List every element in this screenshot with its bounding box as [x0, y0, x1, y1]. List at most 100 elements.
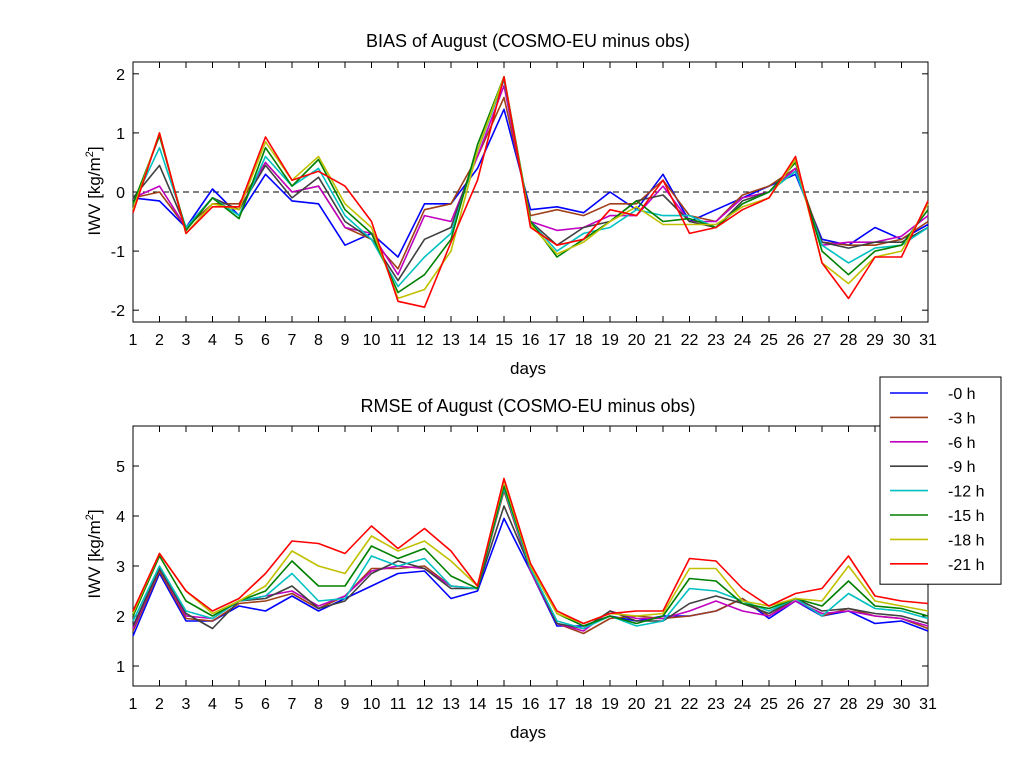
rmse-series-line	[132, 487, 929, 632]
bias-x-tick-label: 31	[919, 332, 937, 349]
bias-y-tick-label: -1	[111, 244, 125, 261]
rmse-x-tick-label: 11	[390, 696, 407, 713]
legend-entry-label: -18 h	[948, 532, 984, 549]
rmse-x-tick-label: 20	[628, 696, 646, 713]
bias-x-tick-label: 7	[288, 332, 297, 349]
bias-x-tick-label: 1	[129, 332, 138, 349]
rmse-x-axis-label: days	[510, 723, 546, 742]
bias-series-line	[132, 108, 929, 258]
bias-x-tick-label: 18	[575, 332, 593, 349]
bias-x-tick-label: 25	[760, 332, 778, 349]
legend-entry-label: -9 h	[948, 459, 976, 476]
bias-y-tick-label: 1	[116, 126, 125, 143]
bias-x-tick-label: 20	[628, 332, 646, 349]
bias-series-line	[132, 76, 929, 294]
rmse-x-tick-label: 25	[760, 696, 778, 713]
bias-series-line	[132, 78, 929, 282]
rmse-x-tick-label: 10	[363, 696, 381, 713]
svg-text:IWV [kg/m2]: IWV [kg/m2]	[84, 146, 104, 235]
bias-y-tick-label: -2	[111, 303, 125, 320]
rmse-x-tick-label: 17	[548, 696, 566, 713]
rmse-series-line	[132, 517, 929, 637]
rmse-x-tick-label: 31	[919, 696, 937, 713]
rmse-x-tick-label: 30	[893, 696, 911, 713]
legend-entry-label: -3 h	[948, 410, 976, 427]
bias-x-tick-label: 3	[182, 332, 191, 349]
legend-box	[879, 376, 1002, 585]
rmse-x-tick-label: 28	[840, 696, 858, 713]
bias-y-axis-label: IWV [kg/m2]	[84, 146, 104, 235]
rmse-x-tick-label: 15	[495, 696, 513, 713]
rmse-x-tick-label: 19	[601, 696, 619, 713]
bias-x-tick-label: 5	[235, 332, 244, 349]
rmse-x-tick-label: 7	[288, 696, 297, 713]
bias-x-tick-label: 28	[840, 332, 858, 349]
bias-x-tick-label: 24	[734, 332, 752, 349]
bias-x-tick-label: 6	[261, 332, 270, 349]
rmse-y-tick-label: 3	[116, 559, 125, 576]
rmse-x-tick-label: 1	[129, 696, 138, 713]
rmse-x-tick-label: 3	[182, 696, 191, 713]
bias-y-tick-label: 0	[116, 185, 125, 202]
bias-x-tick-label: 29	[866, 332, 884, 349]
bias-x-tick-label: 13	[442, 332, 460, 349]
bias-x-tick-label: 23	[707, 332, 725, 349]
rmse-x-tick-label: 24	[734, 696, 752, 713]
bias-x-tick-label: 14	[469, 332, 487, 349]
rmse-y-tick-label: 2	[116, 609, 125, 626]
bias-x-tick-label: 30	[893, 332, 911, 349]
rmse-x-tick-label: 22	[681, 696, 699, 713]
legend: -0 h -3 h -6 h -9 h -12 h -15 h -18 h -21 h	[879, 376, 1002, 585]
bias-x-tick-label: 12	[416, 332, 434, 349]
rmse-x-tick-label: 26	[787, 696, 805, 713]
bias-x-tick-label: 16	[522, 332, 540, 349]
bias-x-tick-label: 9	[341, 332, 350, 349]
bias-x-tick-label: 27	[813, 332, 831, 349]
legend-entry-label: -15 h	[948, 508, 984, 525]
rmse-y-tick-label: 4	[116, 509, 125, 526]
legend-entry-label: -12 h	[948, 484, 984, 501]
rmse-x-tick-label: 6	[261, 696, 270, 713]
legend-entry-label: -21 h	[948, 557, 984, 574]
rmse-x-tick-label: 12	[416, 696, 434, 713]
bias-x-tick-label: 10	[363, 332, 381, 349]
rmse-x-tick-label: 4	[208, 696, 217, 713]
rmse-x-tick-label: 2	[155, 696, 164, 713]
bias-x-axis-label: days	[510, 359, 546, 378]
bias-series-line	[132, 76, 929, 309]
rmse-series-line	[132, 487, 929, 630]
rmse-x-tick-label: 16	[522, 696, 540, 713]
rmse-x-tick-label: 8	[314, 696, 323, 713]
legend-entry-label: -0 h	[948, 386, 976, 403]
rmse-y-tick-label: 5	[116, 459, 125, 476]
rmse-y-tick-label: 1	[116, 659, 125, 676]
rmse-x-tick-label: 13	[442, 696, 460, 713]
svg-text:IWV [kg/m2]: IWV [kg/m2]	[84, 509, 104, 598]
bias-x-tick-label: 15	[495, 332, 513, 349]
rmse-x-tick-label: 27	[813, 696, 831, 713]
rmse-y-axis-label: IWV [kg/m2]	[84, 509, 104, 598]
rmse-plot-area	[132, 425, 929, 687]
bias-y-tick-label: 2	[116, 67, 125, 84]
rmse-x-tick-label: 9	[341, 696, 350, 713]
rmse-x-tick-label: 5	[235, 696, 244, 713]
legend-entry-label: -6 h	[948, 435, 976, 452]
bias-x-tick-label: 11	[390, 332, 407, 349]
rmse-x-tick-label: 18	[575, 696, 593, 713]
bias-x-tick-label: 8	[314, 332, 323, 349]
bias-x-tick-label: 21	[654, 332, 672, 349]
bias-chart: BIAS of August (COSMO-EU minus obs) IWV …	[84, 31, 937, 378]
bias-x-tick-label: 4	[208, 332, 217, 349]
rmse-series-line	[132, 477, 929, 625]
bias-chart-title: BIAS of August (COSMO-EU minus obs)	[366, 31, 690, 51]
rmse-chart: RMSE of August (COSMO-EU minus obs) IWV …	[84, 396, 937, 742]
rmse-x-tick-label: 21	[654, 696, 672, 713]
rmse-x-tick-label: 29	[866, 696, 884, 713]
bias-series-line	[132, 84, 929, 276]
bias-x-tick-label: 26	[787, 332, 805, 349]
rmse-x-tick-label: 14	[469, 696, 487, 713]
rmse-chart-title: RMSE of August (COSMO-EU minus obs)	[360, 396, 695, 416]
rmse-series-line	[132, 480, 929, 625]
bias-x-tick-label: 19	[601, 332, 619, 349]
